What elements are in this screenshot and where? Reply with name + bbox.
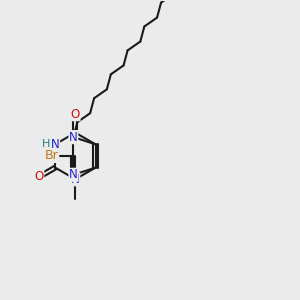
Text: N: N bbox=[69, 130, 78, 144]
Text: Br: Br bbox=[45, 149, 58, 163]
Text: H: H bbox=[41, 139, 50, 149]
Text: N: N bbox=[71, 173, 80, 186]
Text: O: O bbox=[71, 108, 80, 121]
Text: N: N bbox=[69, 168, 78, 181]
Text: N: N bbox=[51, 138, 60, 151]
Text: O: O bbox=[34, 170, 44, 183]
